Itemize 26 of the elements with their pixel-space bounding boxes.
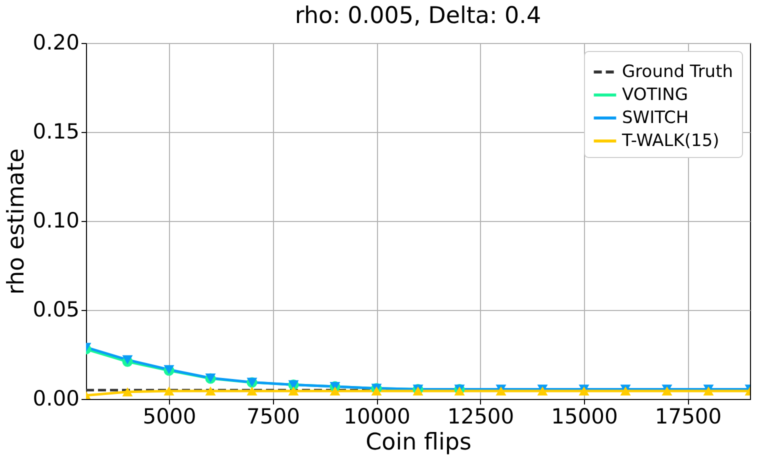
point [164, 386, 174, 396]
point [122, 387, 133, 396]
y-axis-title: rho estimate [4, 148, 30, 295]
legend-label: T-WALK(15) [621, 131, 720, 151]
point [246, 386, 258, 396]
x-tick-label: 12500 [447, 404, 514, 428]
x-tick-label: 17500 [654, 404, 722, 428]
point [330, 386, 340, 396]
y-tick-label: 0.00 [32, 386, 80, 410]
point [205, 386, 216, 396]
legend-label: VOTING [622, 85, 688, 105]
x-axis-title: Coin flips [366, 430, 472, 456]
y-tick-label: 0.15 [32, 120, 80, 144]
x-tick-label: 5000 [142, 404, 196, 428]
y-tick-label: 0.20 [32, 30, 80, 54]
legend-label: Ground Truth [622, 62, 734, 82]
x-tick-label: 7500 [246, 404, 300, 428]
x-tick-label: 10000 [344, 404, 410, 428]
legend-label: SWITCH [622, 108, 689, 128]
y-tick-label: 0.10 [32, 208, 80, 232]
y-tick-label: 0.05 [32, 298, 80, 322]
point [371, 386, 382, 396]
point [288, 386, 299, 396]
point [122, 355, 133, 364]
chart-title: rho: 0.005, Delta: 0.4 [294, 3, 542, 29]
x-tick-label: 15000 [551, 404, 618, 428]
